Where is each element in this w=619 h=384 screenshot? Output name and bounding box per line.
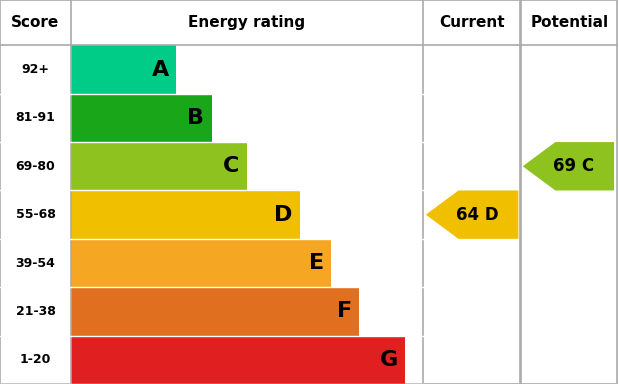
Polygon shape: [522, 142, 614, 190]
Text: 69-80: 69-80: [15, 160, 55, 173]
Bar: [71, 190, 300, 239]
Bar: [71, 336, 405, 384]
Text: 81-91: 81-91: [15, 111, 56, 124]
Text: 21-38: 21-38: [15, 305, 56, 318]
Polygon shape: [426, 190, 518, 239]
Text: A: A: [152, 60, 169, 79]
Bar: [71, 94, 212, 142]
Text: Potential: Potential: [530, 15, 608, 30]
Text: 64 D: 64 D: [456, 206, 498, 223]
Text: 69 C: 69 C: [553, 157, 594, 175]
Text: E: E: [309, 253, 324, 273]
Text: Energy rating: Energy rating: [188, 15, 305, 30]
Text: 39-54: 39-54: [15, 257, 56, 270]
Bar: [71, 45, 176, 94]
Text: 55-68: 55-68: [15, 208, 56, 221]
Text: Score: Score: [11, 15, 59, 30]
Text: D: D: [274, 205, 292, 225]
Bar: [71, 142, 247, 190]
Text: F: F: [337, 301, 352, 321]
Bar: [71, 287, 360, 336]
Text: G: G: [379, 350, 398, 370]
Text: 1-20: 1-20: [20, 353, 51, 366]
Text: Current: Current: [439, 15, 505, 30]
Text: 92+: 92+: [22, 63, 50, 76]
Bar: [71, 239, 331, 287]
Text: B: B: [188, 108, 204, 128]
Text: C: C: [223, 156, 240, 176]
